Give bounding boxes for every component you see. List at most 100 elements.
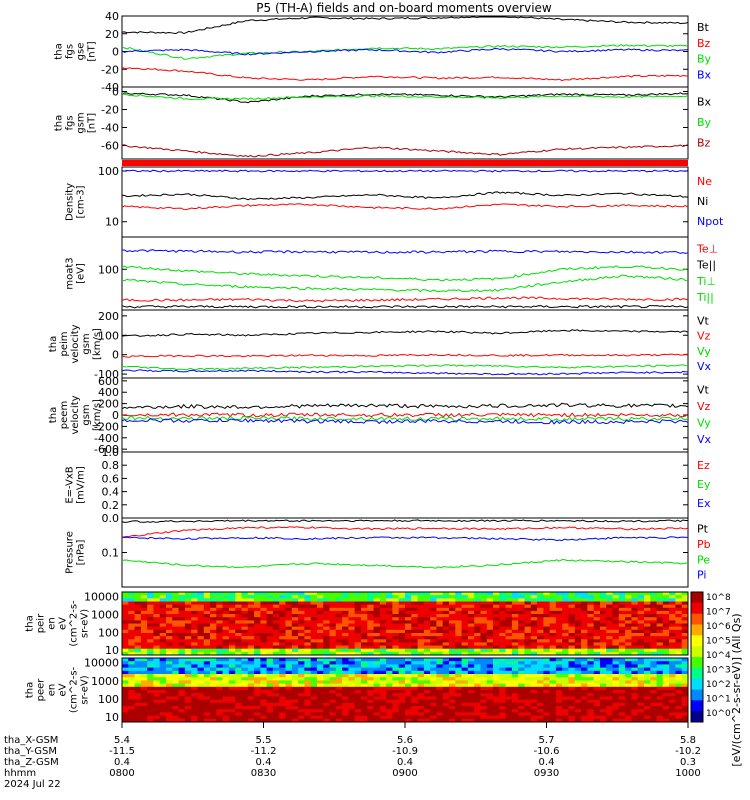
spectrogram-cell	[430, 636, 437, 640]
spectrogram-cell	[675, 690, 683, 694]
spectrogram-cell	[581, 607, 588, 612]
spectrogram-cell	[140, 706, 148, 710]
spectrogram-cell	[260, 639, 268, 643]
spectrogram-cell	[618, 661, 626, 665]
spectrogram-cell	[518, 677, 525, 681]
spectrogram-cell	[656, 629, 664, 634]
spectrogram-cell	[241, 658, 249, 662]
spectrogram-cell	[159, 690, 167, 694]
spectrogram-cell	[511, 626, 519, 631]
spectrogram-cell	[625, 690, 632, 694]
spectrogram-cell	[518, 699, 525, 704]
spectrogram-cell	[662, 718, 670, 723]
spectrogram-cell	[285, 626, 293, 631]
spectrogram-cell	[518, 595, 525, 599]
spectrogram-cell	[398, 696, 406, 700]
spectrogram-cell	[310, 592, 318, 596]
spectrogram-cell	[291, 620, 299, 624]
spectrogram-cell	[367, 680, 374, 684]
spectrogram-cell	[386, 614, 393, 618]
x-tick-label: 0930	[534, 768, 559, 779]
spectrogram-cell	[430, 623, 437, 627]
spectrogram-cell	[505, 617, 513, 621]
spectrogram-cell	[411, 610, 418, 615]
colorbar-label: [eV/(cm^2-s-sr-eV)] (All Qs)	[730, 613, 743, 766]
spectrogram-cell	[637, 595, 645, 599]
spectrogram-cell	[442, 617, 450, 621]
spectrogram-cell	[298, 661, 305, 665]
spectrogram-cell	[191, 636, 198, 640]
spectrogram-cell	[644, 620, 651, 624]
spectrogram-cell	[291, 667, 299, 672]
spectrogram-cell	[486, 607, 494, 612]
spectrogram-cell	[166, 680, 173, 684]
spectrogram-cell	[417, 718, 425, 723]
spectrogram-cell	[631, 607, 639, 612]
spectrogram-cell	[134, 677, 142, 681]
spectrogram-cell	[361, 667, 368, 672]
spectrogram-cell	[637, 617, 645, 621]
spectrogram-cell	[379, 706, 387, 710]
spectrogram-cell	[153, 595, 161, 599]
spectrogram-cell	[455, 601, 462, 605]
spectrogram-cell	[637, 648, 645, 653]
spectrogram-cell	[568, 686, 576, 691]
spectrogram-cell	[618, 598, 626, 602]
spectrogram-cell	[486, 623, 494, 627]
spectrogram-cell	[361, 623, 368, 627]
spectrogram-cell	[423, 690, 431, 694]
spectrogram-cell	[681, 617, 689, 621]
spectrogram-cell	[480, 677, 488, 681]
spectrogram-cell	[587, 677, 595, 681]
spectrogram-cell	[367, 648, 374, 653]
spectrogram-cell	[260, 693, 268, 697]
spectrogram-cell	[203, 712, 211, 716]
spectrogram-cell	[411, 629, 418, 634]
spectrogram-cell	[449, 595, 456, 599]
spectrogram-cell	[247, 690, 255, 694]
spectrogram-cell	[298, 598, 305, 602]
spectrogram-cell	[405, 623, 412, 627]
spectrogram-cell	[606, 667, 613, 672]
spectrogram-cell	[272, 629, 280, 634]
spectrogram-cell	[405, 651, 412, 656]
spectrogram-cell	[323, 651, 330, 656]
spectrogram-cell	[247, 614, 255, 618]
x-tick-label: 0830	[251, 768, 276, 779]
spectrogram-cell	[386, 642, 393, 646]
spectrogram-cell	[203, 595, 211, 599]
spectrogram-cell	[467, 667, 475, 672]
spectrogram-cell	[140, 614, 148, 618]
spectrogram-cell	[625, 648, 632, 653]
spectrogram-cell	[606, 706, 613, 710]
spectrogram-cell	[423, 636, 431, 640]
spectrogram-cell	[530, 677, 538, 681]
spectrogram-cell	[228, 648, 236, 653]
spectrogram-cell	[442, 639, 450, 643]
spectrogram-cell	[128, 626, 135, 631]
spectrogram-cell	[216, 639, 223, 643]
spectrogram-cell	[423, 706, 431, 710]
spectrogram-cell	[398, 601, 406, 605]
spectrogram-cell	[354, 661, 362, 665]
spectrogram-cell	[373, 629, 381, 634]
spectrogram-cell	[203, 699, 211, 704]
spectrogram-cell	[486, 693, 494, 697]
spectrogram-cell	[530, 715, 538, 720]
spectrogram-cell	[210, 718, 217, 723]
spectrogram-cell	[530, 651, 538, 656]
spectrogram-cell	[417, 702, 425, 707]
spectrogram-cell	[417, 680, 425, 684]
spectrogram-cell	[600, 712, 607, 716]
spectrogram-cell	[618, 712, 626, 716]
spectrogram-cell	[681, 648, 689, 653]
spectrogram-cell	[254, 623, 261, 627]
spectrogram-cell	[480, 686, 488, 691]
spectrogram-cell	[405, 598, 412, 602]
spectrogram-cell	[272, 718, 280, 723]
spectrogram-cell	[291, 601, 299, 605]
spectrogram-cell	[266, 595, 274, 599]
spectrogram-cell	[398, 595, 406, 599]
spectrogram-cell	[405, 699, 412, 704]
